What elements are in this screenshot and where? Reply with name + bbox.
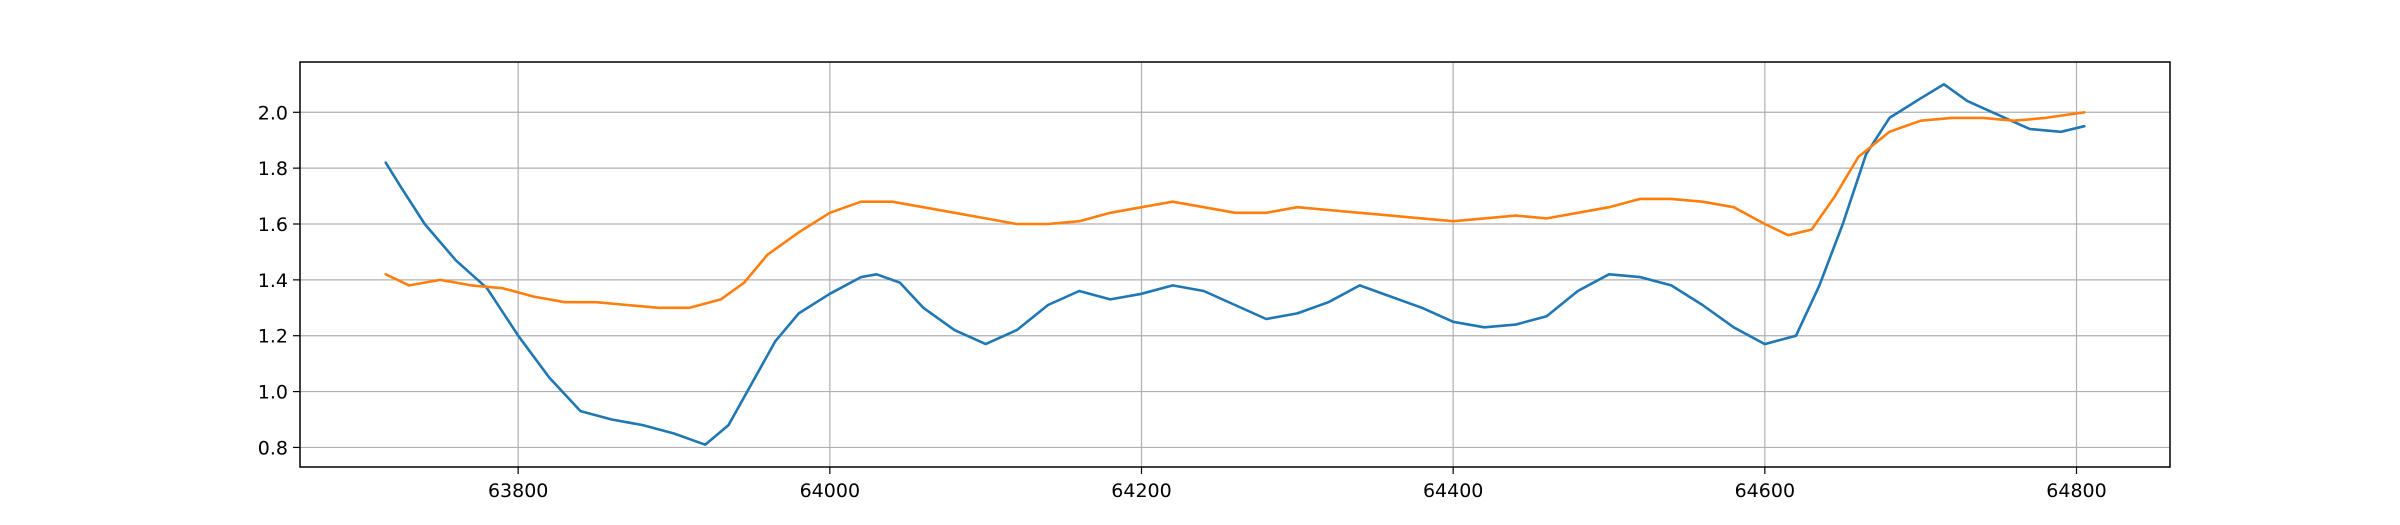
y-tick-label: 1.0 xyxy=(258,382,288,404)
y-tick-label: 1.6 xyxy=(258,214,288,236)
plot-frame xyxy=(299,61,2171,468)
x-tick-label: 64800 xyxy=(2046,480,2106,502)
y-tick-label: 1.8 xyxy=(258,158,288,180)
y-tick-label: 2.0 xyxy=(258,102,288,124)
x-tick-label: 64000 xyxy=(800,480,860,502)
y-tick-label: 1.4 xyxy=(258,270,288,292)
series-layer xyxy=(384,83,2086,447)
x-tick-label: 64600 xyxy=(1735,480,1795,502)
x-tick-label: 63800 xyxy=(488,480,548,502)
grid xyxy=(300,62,2170,467)
x-tick-label: 64400 xyxy=(1423,480,1483,502)
axis-ticks: 63800 64000 64200 64400 64600 64800 0.8 1.0 1.2 1… xyxy=(258,102,2107,502)
series-line-1 xyxy=(384,83,2086,447)
series-line-2 xyxy=(384,111,2086,310)
y-tick-label: 0.8 xyxy=(258,437,288,459)
y-tick-label: 1.2 xyxy=(258,326,288,348)
x-tick-label: 64200 xyxy=(1111,480,1171,502)
